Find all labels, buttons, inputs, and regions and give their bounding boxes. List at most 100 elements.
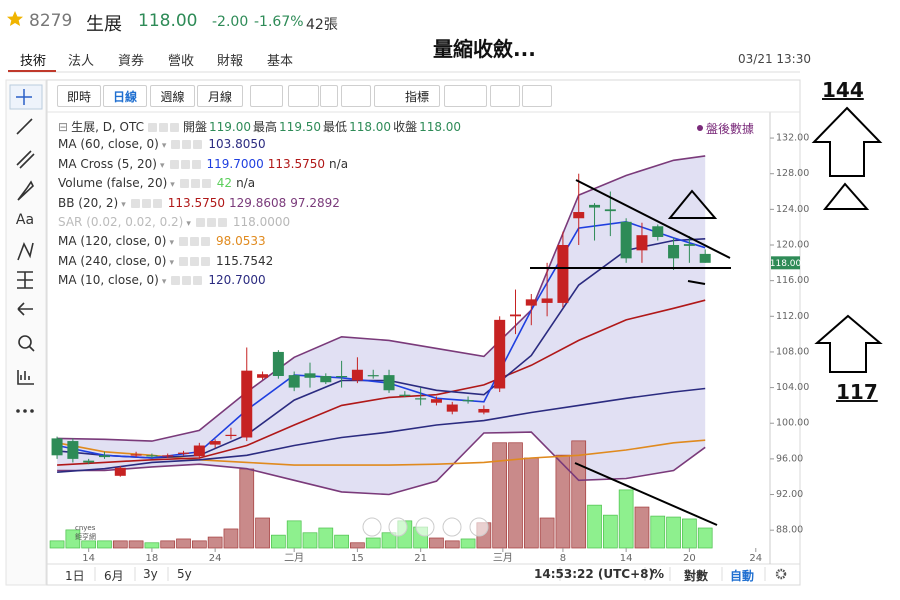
tool-icon <box>17 242 34 261</box>
legend-dropdown[interactable]: ▾ <box>186 219 191 230</box>
legend-dropdown[interactable]: ▾ <box>159 160 165 171</box>
legend-row: MA (10, close, 0) ▾ 120.7000 <box>58 272 461 291</box>
toolbar-icon-button[interactable] <box>444 85 487 107</box>
tab[interactable]: 法人 <box>68 54 95 69</box>
x-tick-label: 14 <box>82 553 95 564</box>
volume-bar <box>682 518 697 549</box>
price-tag-label: 118.00 <box>770 259 802 269</box>
volume-bar <box>381 532 397 549</box>
tab[interactable]: 營收 <box>168 54 195 69</box>
stock-volume: 42張 <box>306 17 338 33</box>
legend-dropdown[interactable]: ▾ <box>169 238 174 249</box>
volume-bar <box>618 489 634 549</box>
y-tick-label: 132.00 <box>776 133 809 144</box>
toolbar-icon-button[interactable] <box>522 85 552 107</box>
tool-icon <box>18 335 35 352</box>
indicator-value: 113.5750 <box>167 195 225 210</box>
candle-body <box>399 394 411 396</box>
side-arrow-up <box>814 314 883 373</box>
after-hours-dot <box>697 125 703 131</box>
legend-icon <box>193 140 203 150</box>
ohlc-value: 119.50 <box>279 120 322 134</box>
toolbar-button[interactable]: 即時 <box>57 85 101 107</box>
legend-dropdown[interactable]: ▾ <box>169 257 174 268</box>
range-button[interactable]: 1日 <box>65 569 85 583</box>
indicator-name: BB (20, 2) <box>58 195 119 210</box>
axis-option[interactable]: 自動 <box>730 569 755 583</box>
volume-bar <box>587 504 602 549</box>
drawn-mark <box>687 280 706 285</box>
toolbar-button[interactable]: 週線 <box>150 85 195 107</box>
legend-icon <box>180 159 190 169</box>
volume-bar <box>286 520 302 549</box>
y-tick-label: 100.00 <box>776 418 809 429</box>
x-tick-label: 15 <box>351 553 364 564</box>
range-button[interactable]: 5y <box>177 567 192 581</box>
stock-change: -2.00 <box>212 14 249 30</box>
toolbar-icon-button[interactable] <box>250 85 283 107</box>
toolbar-icon-button[interactable] <box>490 85 520 107</box>
range-button[interactable]: 3y <box>143 567 158 581</box>
legend-icon <box>148 123 158 132</box>
toolbar-button[interactable]: 指標 <box>374 85 440 107</box>
legend-icon <box>190 179 200 189</box>
axis-option[interactable]: % <box>652 567 665 581</box>
legend-dropdown[interactable]: ▾ <box>170 180 175 191</box>
candle-body <box>430 399 442 403</box>
toolbar-icon-button[interactable] <box>341 85 371 107</box>
indicator-value: 119.7000 <box>206 156 264 171</box>
legend-dropdown[interactable]: ▾ <box>161 277 167 288</box>
tool-more <box>16 409 20 413</box>
y-tick-label: 92.00 <box>776 489 803 500</box>
candle-body <box>462 400 474 402</box>
legend-collapse[interactable]: ⊟ <box>58 120 69 134</box>
after-hours[interactable]: 盤後數據 <box>706 122 755 136</box>
candle-body <box>668 244 680 259</box>
drawn-volume-trend <box>574 462 718 526</box>
tab[interactable]: 基本 <box>267 54 294 69</box>
candle-body <box>446 404 458 412</box>
volume-bar <box>365 537 381 549</box>
tab[interactable]: 資券 <box>118 54 145 69</box>
indicator-value: 98.0533 <box>215 234 266 249</box>
axis-option[interactable]: 對數 <box>684 569 709 583</box>
range-button[interactable]: 6月 <box>104 569 124 583</box>
ohlc-label: 開盤 <box>183 120 208 134</box>
indicator-value: 103.8050 <box>208 137 266 152</box>
tab[interactable]: 財報 <box>217 54 244 69</box>
candle-body <box>351 369 363 381</box>
legend-row: MA (120, close, 0) ▾ 98.0533 <box>58 233 461 252</box>
toolbar-button[interactable]: 月線 <box>197 85 243 107</box>
plot-area <box>49 155 713 549</box>
tool-icon <box>17 370 34 385</box>
tool-icon <box>17 271 33 289</box>
tab[interactable]: 技術 <box>20 54 47 69</box>
volume-bar <box>508 442 523 549</box>
volume-bar <box>492 442 508 549</box>
legend-icon <box>178 237 188 247</box>
indicator-value: 113.5750 <box>267 156 326 171</box>
toolbar-button[interactable]: 日線 <box>103 85 147 107</box>
indicator-value: n/a <box>329 156 349 171</box>
side-triangle <box>822 182 870 210</box>
legend-dropdown[interactable]: ▾ <box>121 199 126 210</box>
volume-bar <box>160 540 176 549</box>
indicator-name: MA (120, close, 0) <box>58 234 167 249</box>
candle-body <box>209 441 221 445</box>
candle-body <box>320 376 332 383</box>
legend-icon <box>178 256 188 266</box>
tool-icon <box>16 150 35 169</box>
volume-bar <box>602 514 618 549</box>
ohlc-value: 119.00 <box>209 120 252 134</box>
tool-icon <box>17 302 33 316</box>
candle-body <box>178 452 190 454</box>
volume-bar <box>523 457 539 549</box>
legend-dropdown[interactable]: ▾ <box>161 141 167 152</box>
volume-bar <box>334 534 349 549</box>
legend-row: Volume (false, 20) ▾ 42 n/a <box>58 175 461 194</box>
volume-bar <box>239 468 255 549</box>
toolbar-icon-button[interactable] <box>320 85 338 107</box>
toolbar-icon-button[interactable] <box>288 85 319 107</box>
volume-bar <box>318 527 334 549</box>
